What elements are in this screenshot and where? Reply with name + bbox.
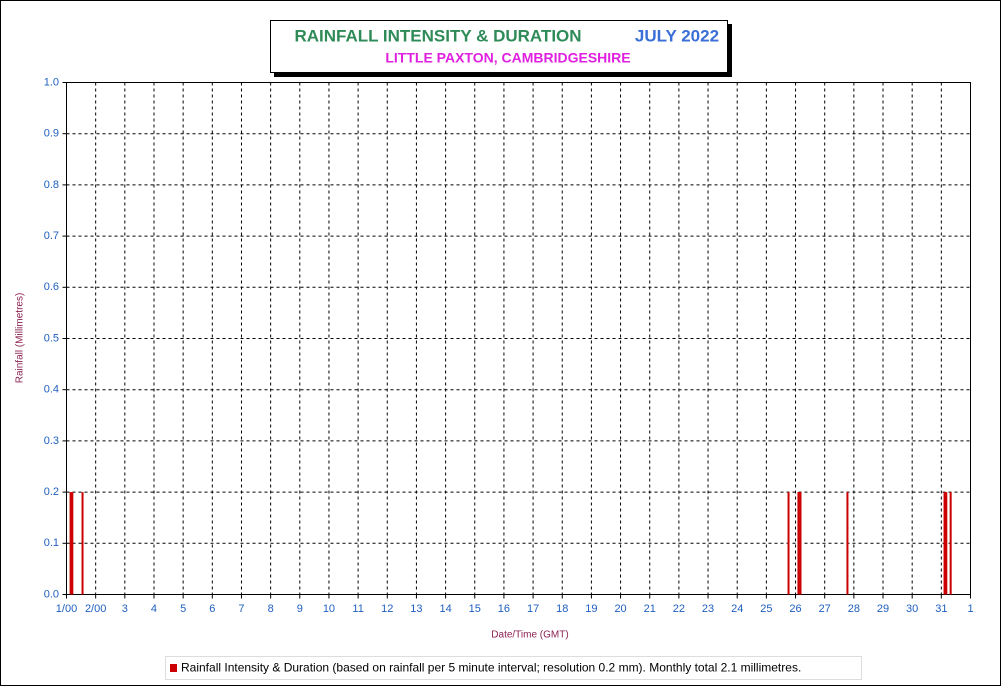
x-tick-label: 2/00	[85, 603, 106, 615]
x-tick-label: 29	[877, 603, 889, 615]
x-tick-label: 27	[819, 603, 831, 615]
x-tick-label: 5	[180, 603, 186, 615]
bar	[799, 492, 802, 595]
bar	[787, 492, 790, 595]
x-tick-label: 15	[469, 603, 481, 615]
y-axis-label: Rainfall (Millimetres)	[15, 293, 26, 384]
x-tick-label: 21	[644, 603, 656, 615]
x-tick-label: 25	[760, 603, 772, 615]
bar	[846, 492, 849, 595]
legend-box	[165, 656, 862, 680]
bar	[69, 492, 72, 595]
chart-title: RAINFALL INTENSITY & DURATION	[294, 26, 581, 45]
title-box	[270, 20, 728, 73]
x-tick-label: 4	[151, 603, 157, 615]
bar	[949, 492, 952, 595]
y-tick-label: 0.1	[44, 537, 59, 549]
y-tick-label: 0.6	[44, 281, 59, 293]
y-tick-label: 0.7	[44, 230, 59, 242]
x-tick-label: 12	[381, 603, 393, 615]
y-tick-label: 0.2	[44, 486, 59, 498]
x-tick-label: 26	[789, 603, 801, 615]
x-tick-label: 11	[352, 603, 363, 615]
bar	[71, 492, 74, 595]
x-tick-label: 3	[122, 603, 128, 615]
y-tick-label: 0.4	[44, 384, 59, 396]
y-tick-label: 0.5	[44, 332, 59, 344]
x-tick-label: 19	[585, 603, 597, 615]
x-tick-label: 20	[614, 603, 626, 615]
legend-swatch	[170, 664, 177, 672]
chart-title-date: JULY 2022	[635, 26, 719, 45]
bar	[943, 492, 946, 595]
bar	[945, 492, 948, 595]
x-tick-label: 6	[209, 603, 215, 615]
chart-subtitle: LITTLE PAXTON, CAMBRIDGESHIRE	[385, 50, 630, 66]
bar	[81, 492, 84, 595]
y-tick-label: 0.0	[44, 588, 59, 600]
x-tick-label: 30	[906, 603, 918, 615]
legend-label: Rainfall Intensity & Duration (based on …	[181, 661, 801, 675]
x-tick-label: 9	[297, 603, 303, 615]
x-tick-label: 7	[238, 603, 244, 615]
x-tick-label: 8	[268, 603, 274, 615]
y-tick-label: 1.0	[44, 76, 59, 88]
y-tick-label: 0.9	[44, 128, 59, 140]
x-tick-label: 24	[731, 603, 743, 615]
x-axis-label: Date/Time (GMT)	[491, 630, 568, 641]
x-tick-label: 28	[848, 603, 860, 615]
bar	[797, 492, 800, 595]
y-tick-label: 0.3	[44, 435, 59, 447]
x-tick-label: 13	[410, 603, 422, 615]
x-tick-label: 17	[527, 603, 539, 615]
x-tick-label: 10	[323, 603, 335, 615]
y-tick-label: 0.8	[44, 179, 59, 191]
x-tick-label: 1/00	[56, 603, 77, 615]
x-tick-label: 31	[935, 603, 947, 615]
x-tick-label: 23	[702, 603, 714, 615]
x-tick-label: 16	[498, 603, 510, 615]
x-tick-label: 22	[673, 603, 685, 615]
x-tick-label: 18	[556, 603, 568, 615]
x-tick-label: 14	[439, 603, 451, 615]
x-tick-label: 1	[967, 603, 973, 615]
